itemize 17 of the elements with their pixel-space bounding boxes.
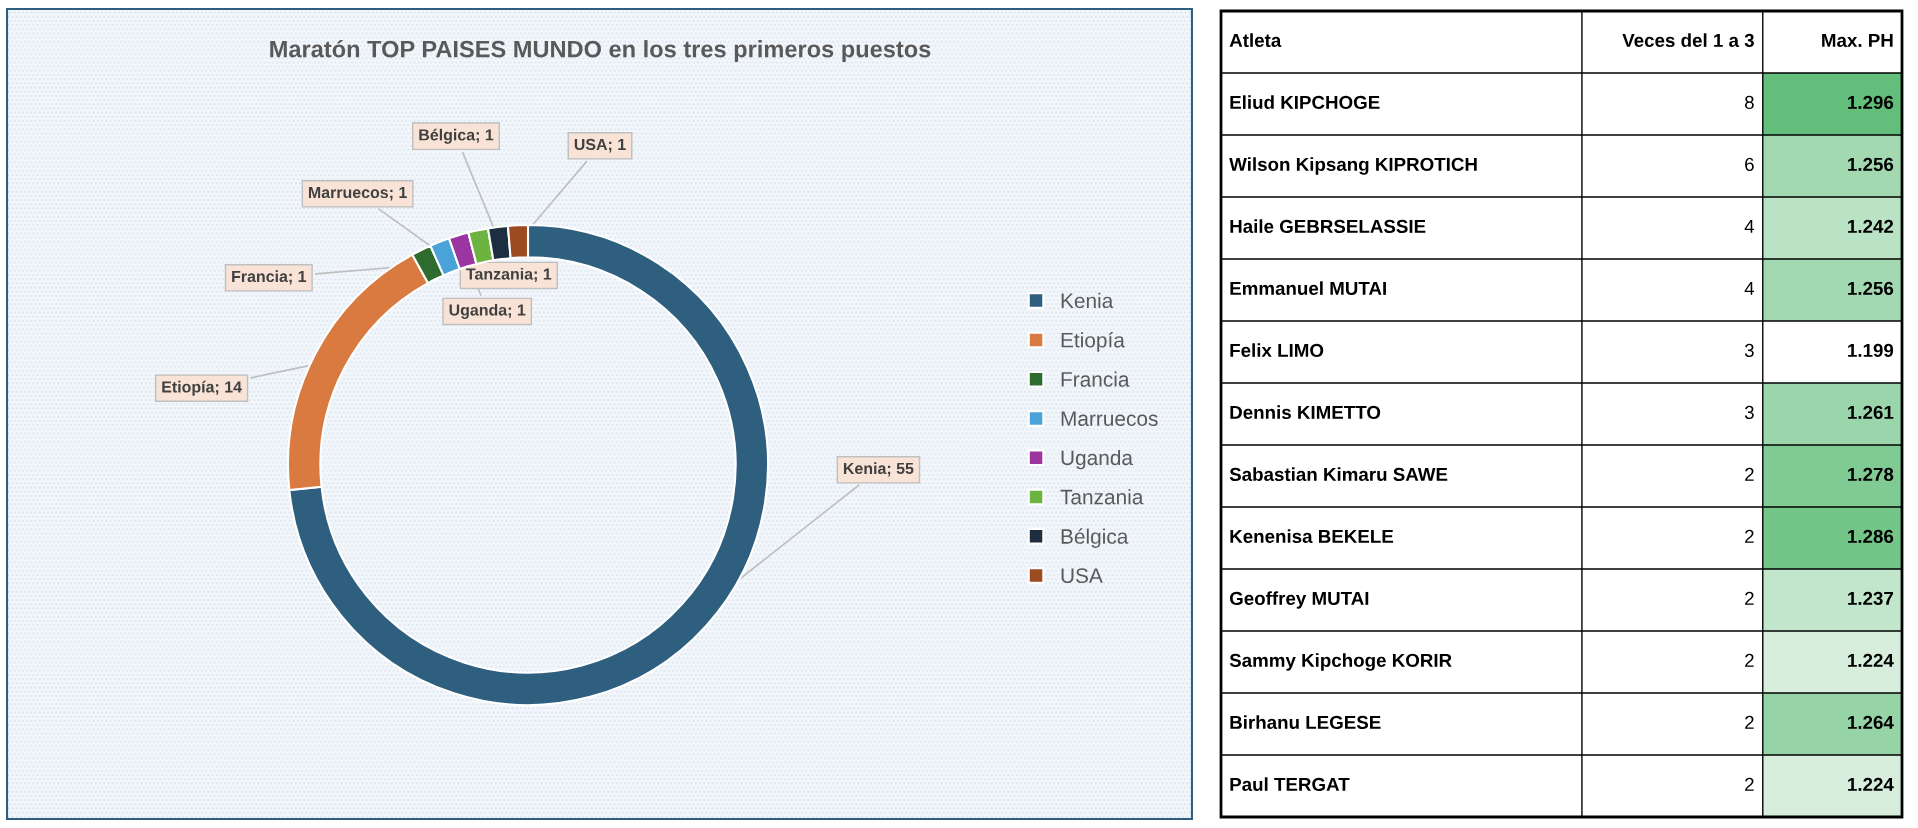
legend-label: Bélgica [1061,528,1129,548]
legend-label: Uganda [1061,449,1133,470]
data-label: Tanzania; 1 [466,267,552,282]
data-label: Francia; 1 [232,270,307,285]
data-label: USA; 1 [574,138,626,153]
legend-label: Francia [1061,371,1130,387]
legend-label: Kenia [1061,292,1114,309]
legend-label: USA [1061,568,1103,584]
legend-label: Marruecos [1061,411,1158,426]
data-label: Etiopía; 14 [162,380,242,396]
data-label: Marruecos; 1 [308,186,407,201]
legend-label: Etiopía [1061,332,1125,352]
chart-title: Maratón TOP PAISES MUNDO en los tres primeros puestos [270,39,931,63]
legend-label: Tanzania [1060,489,1144,505]
data-label: Uganda; 1 [449,303,526,319]
data-label: Kenia; 55 [843,462,914,477]
data-label: Bélgica; 1 [419,128,494,144]
